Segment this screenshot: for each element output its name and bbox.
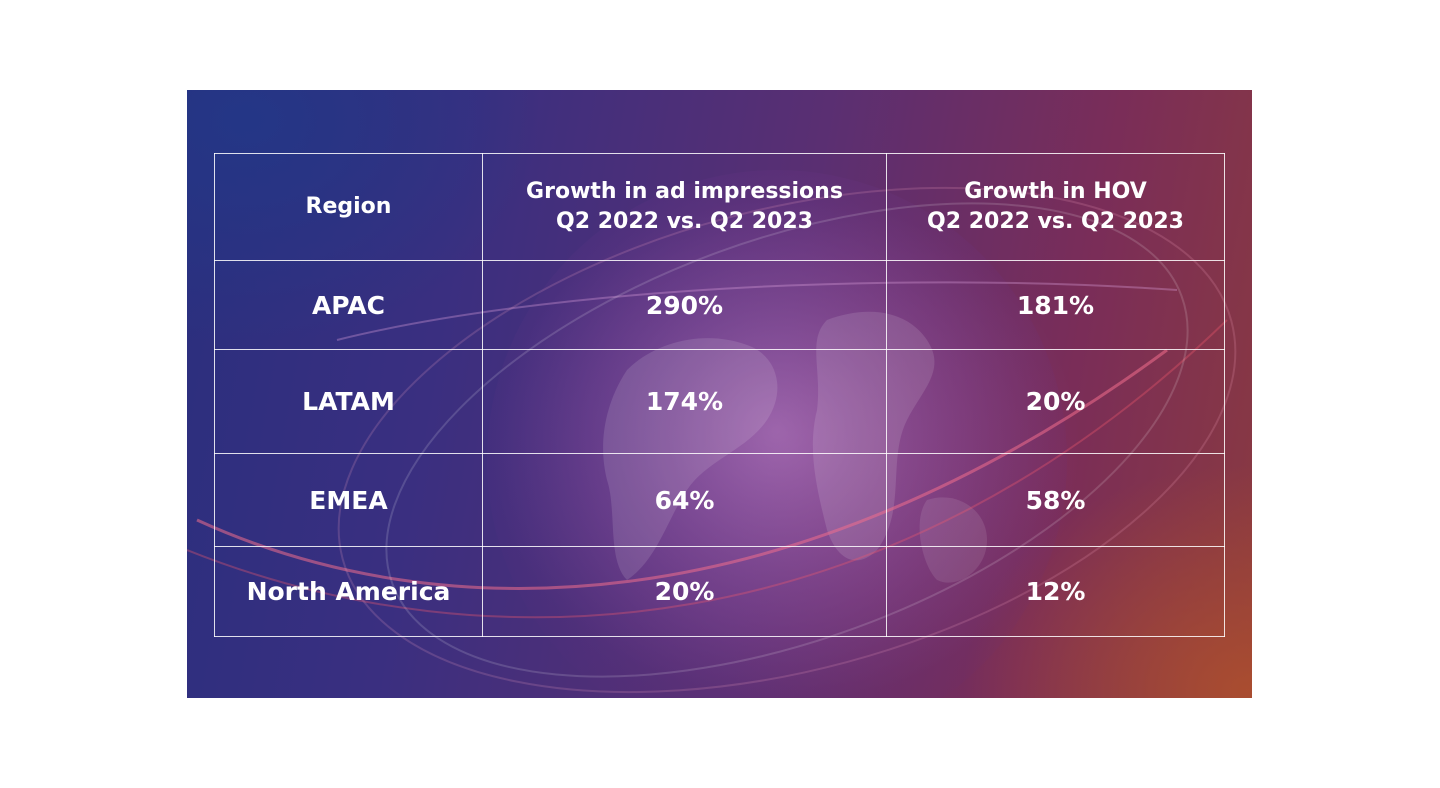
hov-cell: 58% [886, 453, 1225, 547]
table-row: North America 20% 12% [214, 546, 1225, 637]
region-column-header: Region [214, 153, 483, 261]
ad-impressions-cell: 20% [482, 546, 887, 637]
header-line: Region [305, 194, 392, 219]
table-header-row: Region Growth in ad impressions Q2 2022 … [214, 153, 1225, 261]
hov-column-header: Growth in HOV Q2 2022 vs. Q2 2023 [886, 153, 1225, 261]
header-line: Q2 2022 vs. Q2 2023 [556, 209, 813, 234]
table-row: APAC 290% 181% [214, 260, 1225, 350]
ad-impressions-cell: 64% [482, 453, 887, 547]
hov-cell: 12% [886, 546, 1225, 637]
ad-impressions-cell: 174% [482, 349, 887, 454]
region-cell: LATAM [214, 349, 483, 454]
ad-impressions-cell: 290% [482, 260, 887, 350]
region-cell: APAC [214, 260, 483, 350]
header-line: Q2 2022 vs. Q2 2023 [927, 209, 1184, 234]
table-row: LATAM 174% 20% [214, 349, 1225, 454]
hov-cell: 181% [886, 260, 1225, 350]
region-cell: North America [214, 546, 483, 637]
header-line: Growth in HOV [964, 179, 1147, 204]
hov-cell: 20% [886, 349, 1225, 454]
infographic-panel: Region Growth in ad impressions Q2 2022 … [187, 90, 1252, 698]
header-line: Growth in ad impressions [526, 179, 843, 204]
ad-impressions-column-header: Growth in ad impressions Q2 2022 vs. Q2 … [482, 153, 887, 261]
region-cell: EMEA [214, 453, 483, 547]
table-row: EMEA 64% 58% [214, 453, 1225, 547]
regional-growth-table: Region Growth in ad impressions Q2 2022 … [214, 153, 1225, 637]
